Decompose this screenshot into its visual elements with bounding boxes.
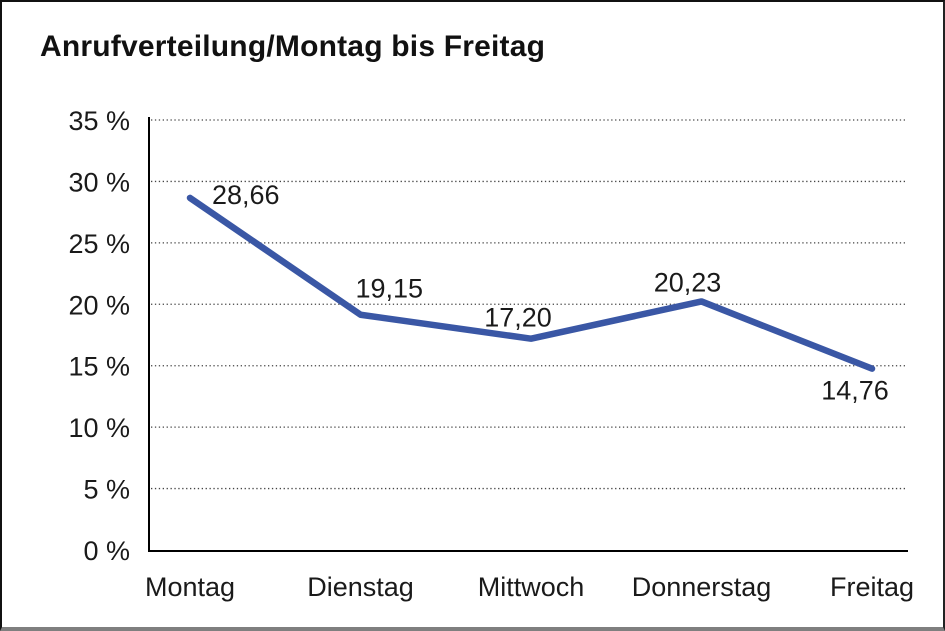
- x-tick-label: Dienstag: [307, 572, 414, 602]
- data-point-label: 17,20: [484, 303, 552, 333]
- data-point-label: 28,66: [212, 180, 280, 210]
- y-tick-label: 30 %: [68, 167, 130, 197]
- y-tick-label: 35 %: [68, 106, 130, 136]
- y-tick-label: 10 %: [68, 413, 130, 443]
- y-tick-label: 0 %: [83, 536, 130, 566]
- data-point-label: 20,23: [654, 267, 722, 297]
- x-tick-label: Freitag: [830, 572, 914, 602]
- x-tick-label: Montag: [145, 572, 235, 602]
- data-point-label: 14,76: [821, 376, 889, 406]
- y-tick-label: 25 %: [68, 229, 130, 259]
- x-tick-label: Mittwoch: [478, 572, 585, 602]
- y-tick-label: 15 %: [68, 352, 130, 382]
- chart-title: Anrufverteilung/Montag bis Freitag: [40, 30, 546, 63]
- data-series-line: [186, 194, 876, 372]
- x-tick-label: Donnerstag: [632, 572, 772, 602]
- y-tick-label: 20 %: [68, 290, 130, 320]
- data-point-label: 19,15: [356, 274, 424, 304]
- y-tick-label: 5 %: [83, 475, 130, 505]
